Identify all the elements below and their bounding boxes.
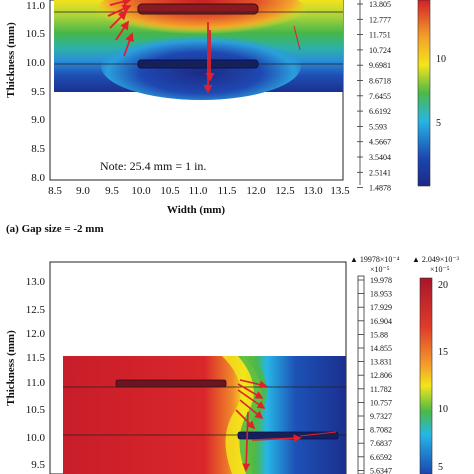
panel-b-field [63,356,346,474]
panel-b-y-axis: 13.0 12.5 12.0 11.5 11.0 10.5 10.0 9.5 [26,276,46,471]
panel-a-y-axis: 11.0 10.5 10.0 9.5 9.0 8.5 8.0 Thickness… [5,0,46,184]
panel-a-xtick: 12.5 [275,185,295,197]
legend-value: 13.831 [370,358,392,367]
panel-b-ytick: 13.0 [26,276,46,288]
panel-a-ytick: 10.5 [26,28,46,40]
legend-value: 9.7327 [370,412,392,421]
legend-value: 19.978 [370,276,392,285]
panel-a-x-axis: 8.5 9.0 9.5 10.0 10.5 11.0 11.5 12.0 12.… [48,185,350,197]
panel-a-legend: 13.805 12.777 11.751 10.724 9.6981 8.6718 7.64… [357,0,391,193]
panel-a-ytick: 8.0 [31,172,45,184]
panel-b-colorbar [419,277,433,474]
panel-a-electrode-top [137,3,259,15]
legend-value: 5.593 [369,122,387,131]
panel-a-caption: (a) Gap size = -2 mm [6,223,104,235]
panel-b-colorbar-tick: 5 [438,462,443,473]
panel-a-xtick: 10.5 [160,185,180,197]
panel-a: 11.0 10.5 10.0 9.5 9.0 8.5 8.0 Thickness… [5,0,446,235]
legend-value: 3.5404 [369,153,391,162]
legend-value: 11.782 [370,385,392,394]
panel-b-max-label-a: ▲ 19978×10⁻⁴ [350,255,400,264]
legend-value: 9.6981 [369,61,391,70]
panel-b-ytick: 12.0 [26,328,46,340]
panel-b-ytick: 10.5 [26,404,46,416]
panel-a-ylabel: Thickness (mm) [5,22,17,98]
panel-a-ytick: 10.0 [26,57,46,69]
panel-b-ytick: 11.0 [26,377,45,389]
panel-b-ytick: 10.0 [26,432,46,444]
legend-value: 11.751 [369,31,391,40]
panel-a-xlabel: Width (mm) [167,204,225,216]
panel-a-colorbar [417,0,431,187]
legend-value: 12.777 [369,15,391,24]
panel-a-xtick: 9.5 [105,185,119,197]
panel-a-xtick: 10.0 [131,185,151,197]
panel-b: 13.0 12.5 12.0 11.5 11.0 10.5 10.0 9.5 T… [5,255,460,474]
legend-value: 1.4878 [369,184,391,193]
panel-a-ytick: 8.5 [31,143,45,155]
panel-b-colorbar-tick: 20 [438,280,448,291]
panel-b-colorbar-tick: 10 [438,404,448,415]
panel-a-xtick: 13.0 [303,185,323,197]
panel-b-legend: 19.978 18.953 17.929 16.904 15.88 14.855 13.83… [357,275,392,474]
panel-b-max-label-b-unit: ×10⁻⁵ [430,265,450,274]
panel-b-ytick: 12.5 [26,304,46,316]
legend-value: 18.953 [370,290,392,299]
panel-b-ytick: 11.5 [26,352,45,364]
legend-value: 13.805 [369,0,391,9]
legend-value: 6.6192 [369,107,391,116]
panel-a-arrows [107,0,301,94]
legend-value: 10.757 [370,398,392,407]
panel-b-ytick: 9.5 [31,459,45,471]
panel-b-max-label-a-unit: ×10⁻⁵ [370,265,390,274]
legend-value: 7.6837 [370,439,392,448]
legend-value: 14.855 [370,344,392,353]
panel-a-xtick: 9.0 [76,185,90,197]
panel-a-colorbar-tick: 10 [436,54,446,65]
legend-value: 12.806 [370,371,392,380]
panel-a-xtick: 12.0 [246,185,266,197]
panel-a-xtick: 13.5 [330,185,350,197]
legend-value: 16.904 [370,317,392,326]
panel-a-xtick: 11.5 [218,185,237,197]
legend-value: 15.88 [370,330,388,339]
panel-b-max-label-b: ▲ 2.049×10⁻³ [412,255,460,264]
panel-b-ylabel: Thickness (mm) [5,330,17,406]
legend-value: 4.5667 [369,138,391,147]
panel-a-xtick: 8.5 [48,185,62,197]
panel-a-xtick: 11.0 [189,185,208,197]
legend-value: 17.929 [370,303,392,312]
panel-a-colorbar-tick: 5 [436,118,441,129]
panel-a-ytick: 11.0 [26,0,45,12]
panel-a-ytick: 9.0 [31,114,45,126]
panel-b-electrode-top [115,379,227,388]
panel-a-ytick: 9.5 [31,86,45,98]
legend-value: 5.6347 [370,466,392,474]
legend-value: 2.5141 [369,168,391,177]
legend-value: 10.724 [369,46,391,55]
panel-a-note: Note: 25.4 mm = 1 in. [100,159,206,173]
legend-value: 8.6718 [369,77,391,86]
panel-b-colorbar-tick: 15 [438,347,448,358]
legend-value: 8.7082 [370,426,392,435]
legend-value: 7.6455 [369,92,391,101]
panel-b-arrows [235,379,337,472]
legend-value: 6.6592 [370,453,392,462]
panel-b-max-labels: ▲ 19978×10⁻⁴ ×10⁻⁵ ▲ 2.049×10⁻³ ×10⁻⁵ [350,255,460,274]
